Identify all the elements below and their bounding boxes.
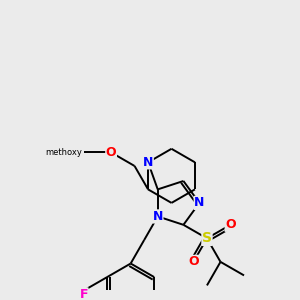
- Text: S: S: [202, 231, 212, 245]
- Text: F: F: [80, 288, 88, 300]
- Text: N: N: [143, 156, 153, 169]
- Text: methoxy: methoxy: [45, 148, 82, 157]
- Text: O: O: [106, 146, 116, 159]
- Text: N: N: [152, 210, 163, 223]
- Text: O: O: [188, 255, 199, 268]
- Text: N: N: [194, 196, 205, 209]
- Text: O: O: [225, 218, 236, 231]
